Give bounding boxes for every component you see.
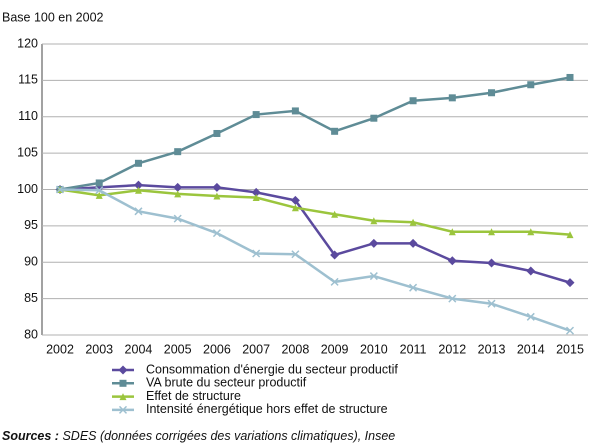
point [212,229,221,238]
source-label: Sources : [2,429,59,443]
point [488,228,496,236]
point [526,312,535,321]
point [95,179,103,187]
point [95,186,104,195]
point [487,258,497,268]
legend-label: VA brute du secteur productif [146,376,307,390]
point [409,283,418,292]
point [134,159,142,167]
series-line [59,76,571,191]
x-tick-label: 2011 [400,342,427,356]
source: Sources : SDES (données corrigées des va… [2,429,395,443]
y-axis-label: Base 100 en 2002 [2,10,104,24]
point [565,278,575,288]
x-tick-label: 2007 [242,342,270,356]
x-tick-label: 2004 [125,342,153,356]
point [527,228,535,236]
x-tick-label: 2002 [46,342,74,356]
point [118,365,128,375]
legend-label: Intensité énergétique hors effet de stru… [146,402,388,416]
x-tick-label: 2013 [478,342,506,356]
point [213,129,221,137]
point [448,94,456,102]
point [565,326,575,335]
point [447,256,457,266]
point [119,379,127,387]
point [252,111,260,119]
series-line [59,183,571,284]
point [330,250,340,260]
point [369,238,379,248]
point [134,207,143,216]
point [291,250,300,259]
point [95,191,103,199]
point [173,182,183,192]
y-tick-label: 120 [17,36,38,50]
x-tick-label: 2008 [281,342,309,356]
point [252,194,260,202]
legend-label: Effet de structure [146,389,241,403]
point [133,180,143,190]
point [291,107,299,115]
x-tick-label: 2014 [517,342,545,356]
point [408,238,418,248]
x-tick-label: 2003 [85,342,113,356]
x-tick-label: 2012 [438,342,466,356]
point [330,277,339,286]
source-text: SDES (données corrigées des variations c… [62,429,395,443]
point [55,185,65,194]
y-tick-label: 110 [18,109,38,123]
point [566,73,574,81]
point [331,210,339,218]
y-tick-label: 105 [17,145,38,159]
x-tick-label: 2009 [321,342,349,356]
point [213,192,221,200]
y-tick-label: 85 [24,291,38,305]
point [290,195,300,205]
point [134,186,142,194]
point [448,294,457,303]
point [118,405,128,414]
x-tick-label: 2006 [203,342,231,356]
x-tick-label: 2005 [164,342,192,356]
point [369,272,378,281]
point [212,182,222,192]
point [527,81,535,89]
point [174,148,182,156]
point [409,97,417,105]
point [487,299,496,308]
point [251,187,261,197]
point [409,218,417,226]
point [370,114,378,122]
y-tick-label: 95 [24,218,38,232]
legend-label: Consommation d'énergie du secteur produc… [146,362,398,376]
point [488,89,496,97]
point [448,228,456,236]
point [526,266,536,276]
x-tick-label: 2015 [556,342,584,356]
x-tick-label: 2010 [360,342,388,356]
y-tick-label: 90 [24,255,38,269]
series-line [59,188,571,236]
y-tick-label: 80 [24,327,38,341]
point [252,249,261,258]
y-tick-label: 100 [17,182,38,196]
point [370,217,378,225]
y-tick-label: 115 [18,73,38,87]
point [566,231,574,239]
point [173,214,182,223]
series-line [59,188,571,332]
point [331,127,339,135]
point [174,190,182,198]
point [291,204,299,212]
point [119,393,127,401]
